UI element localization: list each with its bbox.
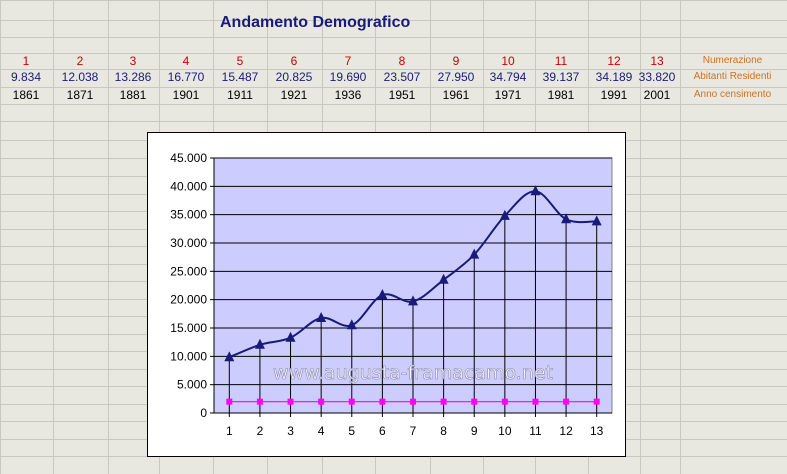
- numbering-cell[interactable]: 10: [501, 54, 515, 68]
- y-tick-label: 20.000: [170, 293, 207, 307]
- population-row: Abitanti Residenti 9.834 12.038 13.286 16.7…: [0, 68, 787, 86]
- y-tick-label: 0: [200, 406, 207, 420]
- y-tick-label: 5.000: [177, 378, 207, 392]
- data-point-square: [287, 398, 294, 405]
- numbering-cell[interactable]: 8: [398, 54, 406, 68]
- numbering-row: Numerazione 1 2 3 4 5 6 7 8 9 10 11 12 13: [0, 52, 787, 70]
- data-point-triangle: [591, 215, 602, 226]
- numbering-cell[interactable]: 13: [650, 54, 664, 68]
- population-cell[interactable]: 9.834: [10, 70, 42, 84]
- population-cell[interactable]: 23.507: [383, 70, 421, 84]
- data-point-triangle: [530, 185, 541, 196]
- population-row-label: Abitanti Residenti: [693, 71, 772, 82]
- population-cell[interactable]: 34.189: [595, 70, 633, 84]
- data-point-square: [256, 398, 263, 405]
- data-point-square: [563, 398, 570, 405]
- y-tick-label: 35.000: [170, 208, 207, 222]
- x-tick-label: 3: [287, 424, 294, 438]
- population-cell[interactable]: 13.286: [114, 70, 152, 84]
- y-tick-label: 15.000: [170, 321, 207, 335]
- data-point-square: [318, 398, 325, 405]
- data-point-triangle: [254, 338, 265, 349]
- year-cell[interactable]: 1981: [547, 88, 575, 102]
- y-tick-label: 10.000: [170, 349, 207, 363]
- x-tick-label: 6: [379, 424, 386, 438]
- data-point-triangle: [408, 295, 418, 306]
- data-point-square: [501, 398, 508, 405]
- numbering-cell[interactable]: 5: [236, 54, 244, 68]
- years-row: Anno censimento 1861 1871 1881 1901 1911 1921…: [0, 86, 787, 104]
- sheet-title: Andamento Demografico: [220, 14, 411, 31]
- chart-container[interactable]: 0 5.000 10.000 15.000 20.000 25.000 30.000 35.0…: [147, 132, 626, 457]
- year-cell[interactable]: 1881: [119, 88, 147, 102]
- x-tick-label: 9: [471, 424, 478, 438]
- numbering-cell[interactable]: 3: [129, 54, 137, 68]
- numbering-cell[interactable]: 11: [554, 54, 568, 68]
- numbering-cell[interactable]: 1: [22, 54, 30, 68]
- data-point-square: [348, 398, 355, 405]
- data-point-triangle: [499, 209, 510, 220]
- x-tick-label: 7: [410, 424, 417, 438]
- data-point-square: [440, 398, 447, 405]
- population-cell[interactable]: 19.690: [329, 70, 367, 84]
- data-point-triangle: [377, 288, 388, 299]
- population-cell[interactable]: 12.038: [61, 70, 99, 84]
- data-point-triangle: [469, 248, 480, 259]
- data-point-triangle: [561, 213, 572, 224]
- numbering-cell[interactable]: 12: [607, 54, 621, 68]
- data-point-square: [471, 398, 478, 405]
- data-point-square: [532, 398, 539, 405]
- x-tick-label: 2: [257, 424, 264, 438]
- numbering-cell[interactable]: 7: [344, 54, 352, 68]
- year-cell[interactable]: 1961: [442, 88, 470, 102]
- population-chart: 0 5.000 10.000 15.000 20.000 25.000 30.000 35.0…: [170, 151, 613, 438]
- data-point-triangle: [224, 351, 235, 362]
- population-cell[interactable]: 20.825: [275, 70, 313, 84]
- population-cell[interactable]: 34.794: [489, 70, 527, 84]
- numbering-row-label: Numerazione: [702, 55, 763, 66]
- numbering-cell[interactable]: 9: [452, 54, 460, 68]
- numbering-cell[interactable]: 4: [182, 54, 190, 68]
- data-point-triangle: [346, 319, 357, 330]
- x-tick-label: 10: [498, 424, 512, 438]
- numbering-cell[interactable]: 2: [76, 54, 84, 68]
- numbering-cell[interactable]: 6: [290, 54, 298, 68]
- population-cell[interactable]: 16.770: [167, 70, 205, 84]
- year-cell[interactable]: 1971: [494, 88, 522, 102]
- population-cell[interactable]: 27.950: [437, 70, 475, 84]
- year-cell[interactable]: 1911: [227, 88, 253, 102]
- year-cell[interactable]: 1951: [388, 88, 416, 102]
- x-tick-label: 13: [590, 424, 604, 438]
- population-cell[interactable]: 39.137: [542, 70, 580, 84]
- year-cell[interactable]: 1936: [334, 88, 362, 102]
- y-tick-label: 25.000: [170, 264, 207, 278]
- year-cell[interactable]: 1921: [280, 88, 308, 102]
- year-cell[interactable]: 1861: [12, 88, 40, 102]
- year-cell[interactable]: 1991: [600, 88, 628, 102]
- data-point-square: [379, 398, 386, 405]
- data-point-triangle: [316, 311, 327, 322]
- year-cell[interactable]: 2001: [643, 88, 671, 102]
- x-tick-label: 4: [318, 424, 325, 438]
- y-tick-label: 45.000: [170, 151, 207, 165]
- data-point-triangle: [285, 331, 296, 342]
- population-cell[interactable]: 33.820: [638, 70, 676, 84]
- x-tick-label: 1: [226, 424, 233, 438]
- x-tick-label: 11: [529, 424, 542, 438]
- population-cell[interactable]: 15.487: [221, 70, 259, 84]
- data-point-square: [410, 398, 416, 405]
- year-cell[interactable]: 1901: [172, 88, 200, 102]
- data-point-triangle: [438, 273, 449, 284]
- watermark: www.augusta-framacamo.net: [273, 362, 553, 384]
- data-point-square: [226, 398, 233, 405]
- year-cell[interactable]: 1871: [66, 88, 94, 102]
- y-tick-label: 30.000: [170, 236, 207, 250]
- y-tick-label: 40.000: [170, 179, 207, 193]
- data-point-square: [593, 398, 600, 405]
- x-tick-label: 8: [440, 424, 447, 438]
- years-row-label: Anno censimento: [693, 89, 772, 100]
- x-tick-label: 5: [348, 424, 355, 438]
- x-tick-label: 12: [559, 424, 573, 438]
